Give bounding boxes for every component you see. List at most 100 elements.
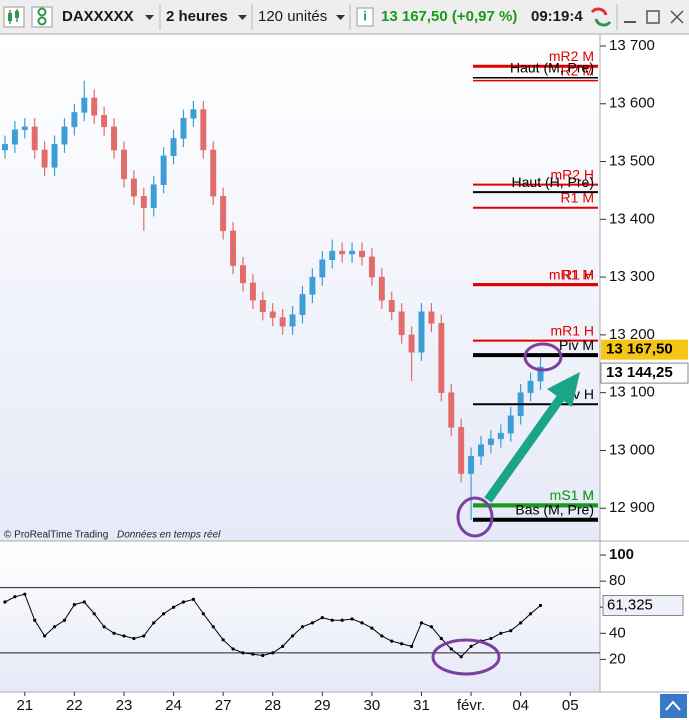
link-icon[interactable] bbox=[31, 6, 53, 28]
units[interactable]: 120 unités bbox=[258, 8, 327, 25]
candle-body bbox=[81, 97, 88, 113]
candle-body bbox=[1, 143, 8, 151]
quote-label: 13 167,50 bbox=[606, 341, 673, 358]
candle-body bbox=[487, 438, 494, 445]
oscillator-point bbox=[310, 621, 314, 625]
candle-body bbox=[51, 143, 58, 168]
candle-body bbox=[507, 415, 514, 434]
candle-body bbox=[71, 112, 78, 128]
oscillator-point bbox=[221, 638, 225, 642]
candle-body bbox=[329, 250, 336, 261]
y-tick-label: 13 300 bbox=[609, 268, 655, 285]
oscillator-point bbox=[72, 603, 76, 607]
candle-body bbox=[438, 323, 445, 393]
y-tick-label: 13 000 bbox=[609, 441, 655, 458]
oscillator-point bbox=[360, 621, 364, 625]
refresh-icon[interactable] bbox=[590, 7, 612, 27]
candle-body bbox=[111, 126, 118, 151]
x-tick-label: 22 bbox=[66, 697, 83, 714]
oscillator-point bbox=[152, 621, 156, 625]
oscillator-panel bbox=[0, 542, 600, 692]
candle-body bbox=[140, 195, 147, 209]
oscillator-point bbox=[519, 621, 523, 625]
dropdown-arrow[interactable] bbox=[145, 15, 154, 20]
candle-body bbox=[468, 455, 475, 474]
oscillator-point bbox=[231, 647, 235, 651]
oscillator-point bbox=[241, 651, 245, 655]
candle-body bbox=[398, 311, 405, 336]
oscillator-point bbox=[538, 603, 543, 608]
dropdown-arrow[interactable] bbox=[336, 15, 345, 20]
oscillator-point bbox=[449, 647, 453, 651]
oscillator-point bbox=[13, 595, 17, 599]
last-price-box bbox=[600, 362, 689, 384]
pivot-label: Haut (M, Pre) bbox=[510, 59, 594, 75]
oscillator-point bbox=[33, 618, 37, 622]
candle-body bbox=[259, 299, 266, 313]
candle-body bbox=[289, 314, 296, 327]
dropdown-arrow[interactable] bbox=[238, 15, 247, 20]
oscillator-point bbox=[82, 600, 86, 604]
y-tick-label: 13 600 bbox=[609, 95, 655, 112]
highlight-ellipse bbox=[523, 342, 563, 372]
oscillator-point bbox=[340, 618, 344, 622]
candle-body bbox=[220, 195, 227, 232]
oscillator-point bbox=[112, 631, 116, 635]
quote: 13 167,50 (+0,97 %) bbox=[381, 8, 517, 25]
candle-body bbox=[448, 392, 455, 428]
y-tick-label: 13 700 bbox=[609, 37, 655, 54]
candle-body bbox=[21, 126, 28, 131]
chart-type-icon[interactable] bbox=[3, 6, 25, 28]
y-tick-label: 20 bbox=[609, 650, 626, 667]
oscillator-point bbox=[191, 597, 195, 601]
pivot-label: R1 H bbox=[562, 266, 594, 282]
candle-body bbox=[61, 126, 68, 145]
oscillator-point bbox=[251, 652, 255, 656]
candle-body bbox=[101, 115, 108, 128]
oscillator-point bbox=[509, 629, 513, 633]
candle-body bbox=[210, 149, 217, 197]
last-value-label: 61,325 bbox=[607, 596, 653, 613]
candle-body bbox=[120, 149, 127, 180]
oscillator-point bbox=[92, 612, 96, 616]
candle-body bbox=[269, 311, 276, 318]
candle-body bbox=[359, 250, 365, 258]
x-tick-label: 29 bbox=[314, 697, 331, 714]
last-value-box bbox=[602, 594, 684, 616]
candle-body bbox=[497, 432, 504, 440]
close-button[interactable] bbox=[670, 10, 684, 24]
oscillator-point bbox=[3, 600, 7, 604]
candle-body bbox=[349, 250, 356, 255]
candle-body bbox=[190, 109, 197, 119]
period[interactable]: 2 heures bbox=[166, 8, 228, 25]
info-icon[interactable]: i bbox=[356, 7, 374, 27]
pivot-label: S1 M bbox=[561, 487, 594, 503]
oscillator-point bbox=[370, 626, 374, 630]
maximize-button[interactable] bbox=[646, 10, 660, 24]
candle-body bbox=[388, 299, 395, 313]
oscillator-point bbox=[489, 636, 493, 641]
pivot-label: Haut (H, Pre) bbox=[512, 174, 594, 190]
x-tick-label: 30 bbox=[364, 697, 381, 714]
oscillator-point bbox=[439, 636, 443, 641]
candle-body bbox=[319, 259, 326, 278]
oscillator-point bbox=[23, 592, 27, 596]
last-price-label: 13 144,25 bbox=[606, 364, 673, 381]
y-tick-label: 13 100 bbox=[609, 384, 655, 401]
candle-body bbox=[180, 117, 187, 139]
trend-arrow bbox=[484, 372, 580, 503]
oscillator-point bbox=[62, 618, 67, 622]
candle-body bbox=[458, 427, 465, 474]
candle-body bbox=[537, 366, 544, 382]
oscillator-point bbox=[390, 639, 394, 643]
oscillator-point bbox=[52, 625, 57, 629]
oscillator-point bbox=[132, 636, 136, 641]
x-tick-label: févr. bbox=[457, 697, 485, 714]
highlight-ellipse bbox=[456, 496, 494, 538]
symbol[interactable]: DAXXXXX bbox=[62, 8, 134, 25]
highlight-ellipse bbox=[431, 638, 501, 676]
candle-body bbox=[31, 126, 38, 151]
scroll-button[interactable] bbox=[660, 694, 687, 718]
oscillator-point bbox=[211, 625, 215, 629]
pivot-label: Piv M bbox=[559, 337, 594, 353]
